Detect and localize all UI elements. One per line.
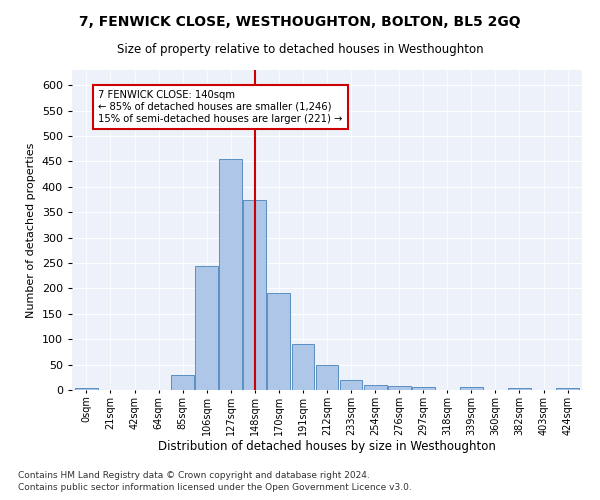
Bar xyxy=(75,388,98,390)
Bar xyxy=(460,388,483,390)
X-axis label: Distribution of detached houses by size in Westhoughton: Distribution of detached houses by size … xyxy=(158,440,496,454)
Text: 7, FENWICK CLOSE, WESTHOUGHTON, BOLTON, BL5 2GQ: 7, FENWICK CLOSE, WESTHOUGHTON, BOLTON, … xyxy=(79,15,521,29)
Text: Contains public sector information licensed under the Open Government Licence v3: Contains public sector information licen… xyxy=(18,483,412,492)
Bar xyxy=(268,294,290,390)
Bar xyxy=(316,364,338,390)
Y-axis label: Number of detached properties: Number of detached properties xyxy=(26,142,36,318)
Bar xyxy=(340,380,362,390)
Bar xyxy=(244,200,266,390)
Bar xyxy=(292,344,314,390)
Text: Size of property relative to detached houses in Westhoughton: Size of property relative to detached ho… xyxy=(116,42,484,56)
Bar xyxy=(220,159,242,390)
Bar xyxy=(195,266,218,390)
Bar xyxy=(364,385,386,390)
Bar xyxy=(171,375,194,390)
Bar xyxy=(412,388,434,390)
Bar xyxy=(556,388,579,390)
Text: Contains HM Land Registry data © Crown copyright and database right 2024.: Contains HM Land Registry data © Crown c… xyxy=(18,470,370,480)
Bar xyxy=(508,388,531,390)
Text: 7 FENWICK CLOSE: 140sqm
← 85% of detached houses are smaller (1,246)
15% of semi: 7 FENWICK CLOSE: 140sqm ← 85% of detache… xyxy=(98,90,343,124)
Bar xyxy=(388,386,410,390)
